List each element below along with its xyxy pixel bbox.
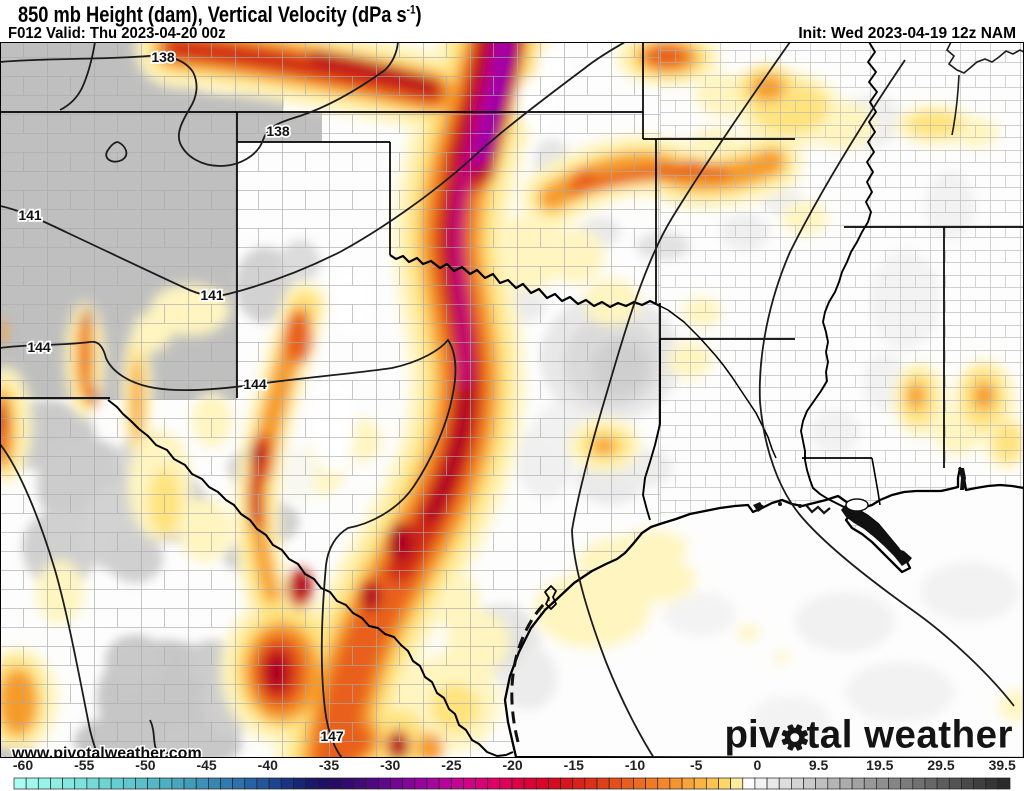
svg-text:-20: -20 xyxy=(502,758,522,773)
svg-text:144: 144 xyxy=(243,376,267,392)
svg-text:138: 138 xyxy=(266,123,290,139)
svg-text:-30: -30 xyxy=(380,758,400,773)
svg-text:www.pivotalweather.com: www.pivotalweather.com xyxy=(11,745,202,758)
svg-text:9.5: 9.5 xyxy=(809,758,829,773)
svg-text:141: 141 xyxy=(200,287,224,303)
svg-text:-5: -5 xyxy=(690,758,703,773)
svg-text:-40: -40 xyxy=(258,758,278,773)
svg-text:-15: -15 xyxy=(564,758,584,773)
svg-text:-10: -10 xyxy=(625,758,645,773)
svg-text:-55: -55 xyxy=(74,758,94,773)
svg-text:19.5: 19.5 xyxy=(866,758,893,773)
svg-text:39.5: 39.5 xyxy=(989,758,1016,773)
svg-text:piv: piv xyxy=(725,714,781,757)
svg-text:-25: -25 xyxy=(441,758,461,773)
svg-text:147: 147 xyxy=(320,728,344,744)
svg-text:0: 0 xyxy=(754,758,762,773)
svg-text:144: 144 xyxy=(27,339,51,355)
svg-text:138: 138 xyxy=(151,49,175,65)
svg-text:-60: -60 xyxy=(13,758,33,773)
svg-text:141: 141 xyxy=(18,207,42,223)
svg-text:-45: -45 xyxy=(196,758,216,773)
svg-text:tal weather: tal weather xyxy=(807,714,1013,757)
svg-text:-35: -35 xyxy=(319,758,339,773)
svg-text:29.5: 29.5 xyxy=(927,758,954,773)
svg-text:-50: -50 xyxy=(135,758,155,773)
